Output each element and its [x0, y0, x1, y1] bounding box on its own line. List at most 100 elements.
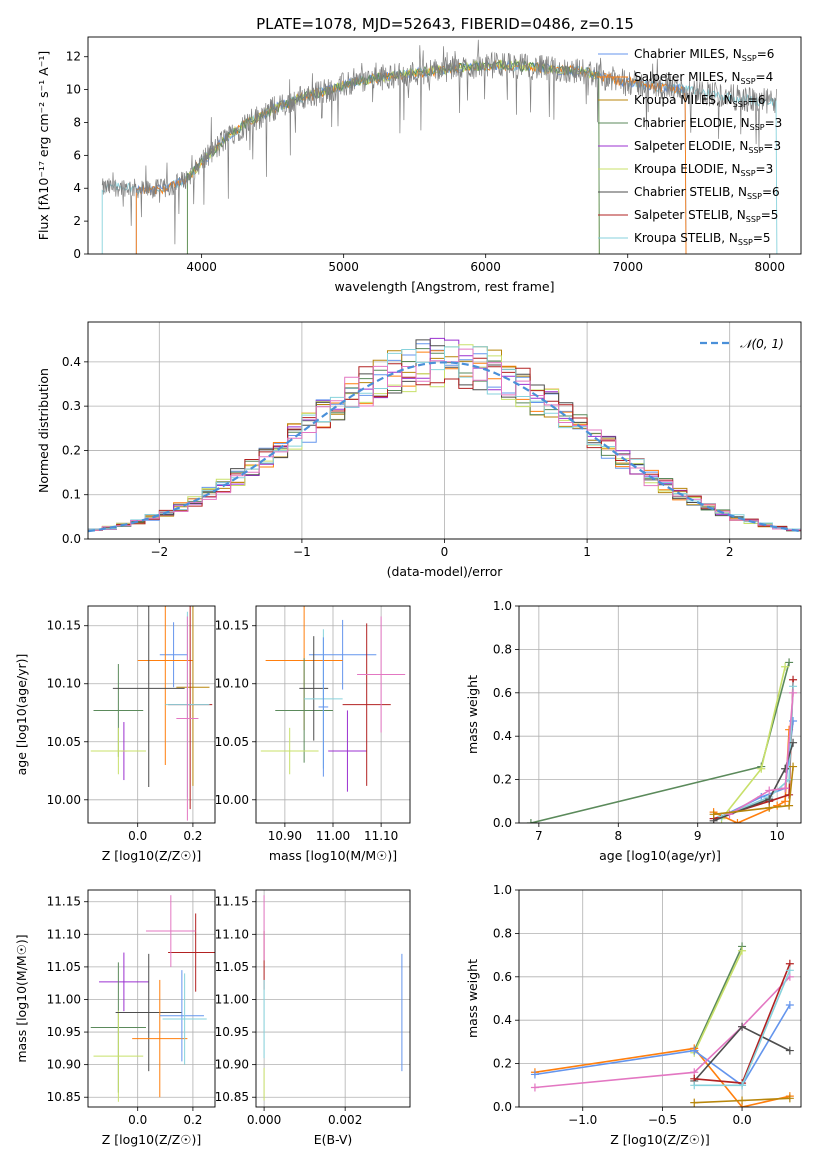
legend-entry: Kroupa MILES, NSSP=6: [634, 93, 765, 109]
y-tick-label: 0.6: [493, 970, 512, 984]
y-tick-label: 0.2: [493, 1057, 512, 1071]
y-tick-label: 4: [73, 181, 81, 195]
legend-entry: Kroupa STELIB, NSSP=5: [634, 231, 771, 247]
y-tick-label: 10.15: [215, 619, 249, 633]
panel-massweight_vs_Z: −1.0 −0.5 0.0 0.0 0.2 0.4 0.6 0.8 1.0 Z [log10(Z/…: [465, 883, 802, 1147]
y-axis-label: age [log10(age/yr)]: [14, 654, 29, 776]
weight-marker: [738, 1096, 747, 1105]
x-tick-label: 10: [770, 829, 785, 843]
x-tick-label: 7: [535, 829, 543, 843]
weight-marker: [781, 797, 790, 806]
model-spectrum: [186, 59, 600, 254]
y-tick-label: 0.2: [62, 443, 81, 457]
plot-area: [88, 337, 801, 534]
weight-marker: [530, 1083, 539, 1092]
weight-series: [713, 742, 794, 822]
axes-frame: [255, 889, 411, 1108]
x-tick-label: 0.0: [128, 1113, 147, 1127]
axes-frame: [255, 605, 411, 824]
weight-marker: [789, 762, 798, 771]
weight-marker: [526, 819, 535, 823]
x-tick-label: 11.00: [316, 829, 350, 843]
axes-frame: [87, 605, 216, 824]
data-spectrum: [101, 39, 777, 245]
x-tick-label: 0.2: [183, 1113, 202, 1127]
plot-area: [530, 942, 794, 1107]
x-tick-label: 0.0: [128, 829, 147, 843]
model-spectrum: [135, 59, 687, 254]
y-tick-label: 10: [66, 83, 81, 97]
weight-marker: [738, 1081, 747, 1090]
panel-massweight_vs_age: 7 8 9 10 0.0 0.2 0.4 0.6 0.8 1.0 age [log10(age/yr…: [465, 599, 802, 863]
y-tick-label: 10.90: [215, 1058, 249, 1072]
plot-area: [263, 895, 403, 1101]
weight-marker: [690, 1081, 699, 1090]
legend-entry: Chabrier ELODIE, NSSP=3: [634, 116, 782, 132]
legend-entry: Salpeter STELIB, NSSP=5: [634, 208, 778, 224]
plot-area: [90, 606, 213, 821]
figure-title: PLATE=1078, MJD=52643, FIBERID=0486, z=0…: [256, 15, 634, 33]
x-tick-label: 6000: [470, 260, 501, 274]
weight-series: [713, 729, 790, 823]
x-axis-label: Z [log10(Z/Z☉)]: [102, 848, 202, 863]
panel-spectrum: 4000 5000 6000 7000 8000 0 2 4 6 8 10 12 wavelength …: [36, 36, 802, 294]
weight-marker: [738, 1022, 747, 1031]
y-tick-label: 10.10: [47, 677, 81, 691]
weight-series: [693, 946, 743, 1051]
x-tick-label: 7000: [612, 260, 643, 274]
x-tick-label: 9: [694, 829, 702, 843]
weight-series: [721, 686, 794, 818]
weight-series: [729, 692, 794, 815]
y-tick-label: 11.10: [47, 927, 81, 941]
y-tick-label: 10.10: [215, 677, 249, 691]
y-tick-label: 10.85: [47, 1090, 81, 1104]
panel-age_vs_Z: 0.0 0.2 10.00 10.05 10.10 10.15 Z [log10(Z/Z☉)…: [14, 605, 216, 863]
y-tick-label: 0.0: [493, 816, 512, 830]
plot-area: [526, 658, 798, 823]
legend-entry: Chabrier MILES, NSSP=6: [634, 47, 774, 63]
x-tick-label: 10.90: [268, 829, 302, 843]
x-tick-label: 4000: [186, 260, 217, 274]
axes-frame: [518, 605, 802, 824]
weight-series: [534, 1047, 790, 1107]
legend-entry: Kroupa ELODIE, NSSP=3: [634, 162, 773, 178]
y-tick-label: 0.0: [62, 532, 81, 546]
weight-marker: [785, 790, 794, 799]
weight-marker: [781, 764, 790, 773]
y-tick-label: 0.8: [493, 926, 512, 940]
y-tick-label: 10.15: [47, 619, 81, 633]
weight-marker: [781, 784, 790, 793]
y-tick-label: 12: [66, 50, 81, 64]
weight-marker: [785, 658, 794, 667]
y-axis-label: Flux [fλ10⁻¹⁷ erg cm⁻² s⁻¹ A⁻¹]: [36, 51, 51, 240]
model-spectrum: [186, 58, 600, 254]
weight-marker: [781, 662, 790, 671]
x-tick-label: 0.2: [183, 829, 202, 843]
weight-series: [534, 976, 791, 1089]
y-tick-label: 10.00: [215, 793, 249, 807]
y-tick-label: 10.95: [215, 1025, 249, 1039]
x-tick-label: 0.000: [247, 1113, 281, 1127]
axes-frame: [87, 321, 802, 540]
weight-marker: [709, 810, 718, 819]
weight-marker: [773, 801, 782, 810]
y-tick-label: 0: [73, 247, 81, 261]
legend-entry: 𝒩(0, 1): [740, 337, 784, 351]
weight-marker: [530, 1070, 539, 1079]
weight-marker: [785, 801, 794, 810]
y-tick-label: 0.0: [493, 1100, 512, 1114]
weight-marker: [765, 786, 774, 795]
model-spectrum: [135, 60, 687, 254]
weight-series: [713, 766, 794, 816]
weight-marker: [765, 803, 774, 812]
y-tick-label: 10.90: [47, 1058, 81, 1072]
y-tick-label: 0.4: [493, 1013, 512, 1027]
legend-entry: Chabrier STELIB, NSSP=6: [634, 185, 780, 201]
weight-marker: [765, 795, 774, 804]
plot-area: [90, 895, 215, 1102]
x-axis-label: E(B-V): [314, 1132, 353, 1147]
x-tick-label: 0.002: [328, 1113, 362, 1127]
x-tick-label: 8000: [754, 260, 785, 274]
panel-residuals: −2 −1 0 1 2 0.0 0.1 0.2 0.3 0.4 (data-model)/error…: [36, 321, 802, 579]
